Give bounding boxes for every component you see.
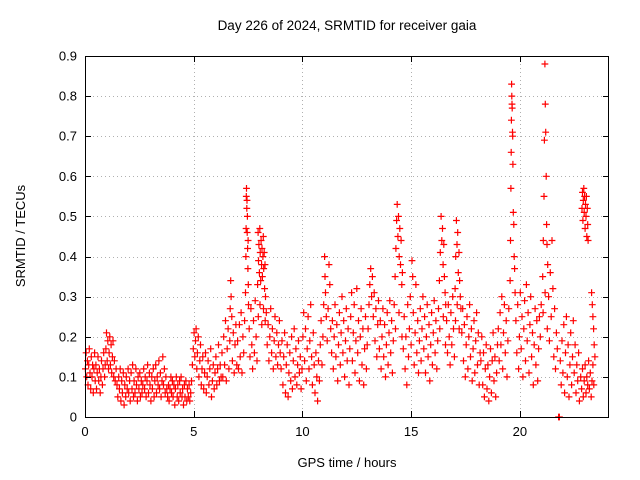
x-tick-label: 0: [81, 424, 88, 439]
chart-title: Day 226 of 2024, SRMTID for receiver gai…: [218, 18, 477, 33]
y-tick-label: 0: [70, 410, 77, 425]
x-tick-label: 10: [295, 424, 309, 439]
x-axis-label: GPS time / hours: [298, 455, 397, 470]
y-tick-label: 0.8: [59, 89, 77, 104]
x-tick-label: 20: [513, 424, 527, 439]
y-tick-label: 0.3: [59, 289, 77, 304]
y-tick-label: 0.4: [59, 249, 77, 264]
x-tick-labels: 0 5 10 15 20: [81, 424, 527, 439]
x-tick-label: 15: [404, 424, 418, 439]
y-tick-label: 0.1: [59, 369, 77, 384]
axis-ticks: [85, 56, 609, 418]
y-tick-label: 0.9: [59, 49, 77, 64]
y-axis-label: SRMTID / TECUs: [13, 184, 28, 287]
y-tick-label: 0.2: [59, 329, 77, 344]
x-tick-label: 5: [190, 424, 197, 439]
y-tick-label: 0.7: [59, 129, 77, 144]
y-tick-labels: 0 0.1 0.2 0.3 0.4 0.5 0.6 0.7 0.8 0.9: [59, 49, 77, 425]
y-tick-label: 0.6: [59, 169, 77, 184]
grid-lines: [85, 56, 609, 417]
plot-border: [85, 56, 609, 418]
y-tick-label: 0.5: [59, 209, 77, 224]
